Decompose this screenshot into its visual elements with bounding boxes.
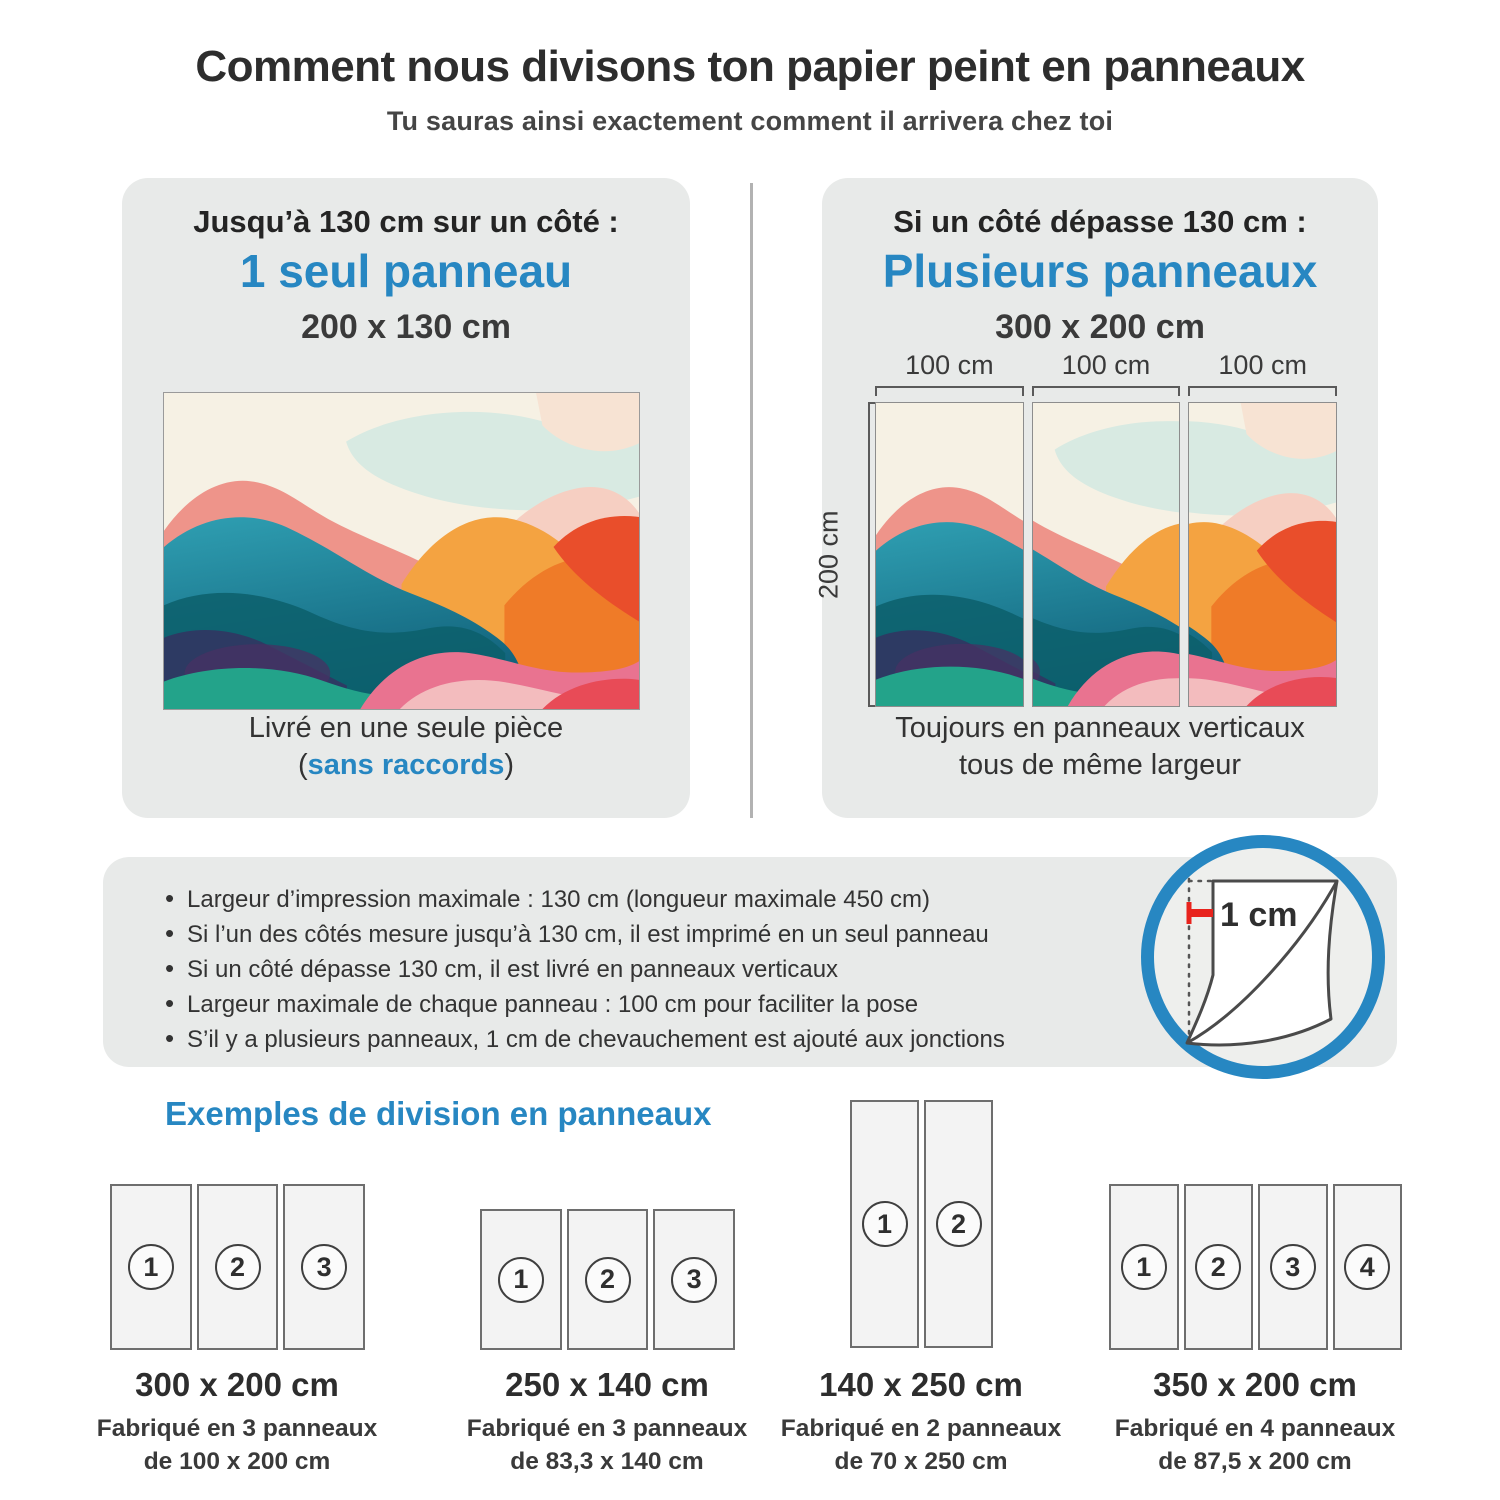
example-detail-line2: de 83,3 x 140 cm <box>510 1448 704 1475</box>
panel-number-badge: 3 <box>671 1256 718 1303</box>
page-curl-icon: 1 cm <box>1185 877 1341 1047</box>
example-detail-line1: Fabriqué en 2 panneaux <box>780 1415 1062 1442</box>
width-bracket <box>875 386 1024 396</box>
rule-item: Largeur maximale de chaque panneau : 100… <box>163 986 1127 1022</box>
example-detail: Fabriqué en 3 panneaux de 83,3 x 140 cm <box>437 1412 777 1478</box>
multi-panel-dimensions: 300 x 200 cm <box>995 308 1205 346</box>
panel-number-badge: 1 <box>497 1256 544 1303</box>
width-bracket <box>1188 386 1338 396</box>
paren-close: ) <box>504 749 514 781</box>
wallpaper-preview-single <box>163 392 640 710</box>
example-detail-line2: de 100 x 200 cm <box>143 1448 331 1475</box>
multi-panel-result: Plusieurs panneaux <box>882 245 1318 297</box>
width-label-1: 100 cm <box>905 350 994 380</box>
wall-panel-1 <box>875 402 1024 707</box>
example-caption-350x200: 350 x 200 cm Fabriqué en 4 panneaux de 8… <box>1085 1366 1425 1478</box>
page-subtitle: Tu sauras ainsi exactement comment il ar… <box>386 106 1114 136</box>
watercolor-artwork <box>1032 403 1180 706</box>
example-panel: 3 <box>283 1184 366 1350</box>
width-label-2: 100 cm <box>1061 350 1151 380</box>
rule-item: Largeur d’impression maximale : 130 cm (… <box>163 881 1127 917</box>
example-panel: 2 <box>1183 1184 1253 1350</box>
example-size: 300 x 200 cm <box>135 1366 339 1403</box>
watercolor-artwork <box>876 403 1023 706</box>
single-panel-note: Livré en une seule pièce (sans raccords) <box>122 710 690 784</box>
example-detail: Fabriqué en 3 panneaux de 100 x 200 cm <box>67 1412 407 1478</box>
example-detail-line2: de 87,5 x 200 cm <box>1158 1448 1352 1475</box>
paren-open: ( <box>297 749 308 781</box>
examples-heading: Exemples de division en panneaux <box>165 1095 712 1132</box>
overlap-label: 1 cm <box>1220 896 1298 934</box>
example-panel: 1 <box>110 1184 192 1350</box>
example-panel: 1 <box>850 1100 919 1348</box>
delivery-highlight: sans raccords <box>307 749 505 781</box>
note-line2: tous de même largeur <box>958 749 1242 781</box>
example-panels-140x250: 1 2 <box>850 1100 993 1348</box>
width-label-3: 100 cm <box>1218 350 1307 380</box>
example-panel: 3 <box>653 1209 736 1350</box>
example-size: 350 x 200 cm <box>1153 1366 1357 1403</box>
panel-height-label: 200 cm <box>813 510 844 599</box>
multi-panel-card: Si un côté dépasse 130 cm : Plusieurs pa… <box>814 178 1378 818</box>
example-detail-line1: Fabriqué en 4 panneaux <box>1114 1415 1396 1442</box>
panel-width-labels: 100 cm 100 cm 100 cm <box>875 350 1337 381</box>
page-title: Comment nous divisons ton papier peint e… <box>195 42 1305 91</box>
note-line1: Toujours en panneaux verticaux <box>895 712 1305 744</box>
example-size: 250 x 140 cm <box>505 1366 709 1403</box>
single-panel-card: Jusqu’à 130 cm sur un côté : 1 seul pann… <box>122 178 690 818</box>
width-measure-brackets <box>875 386 1338 396</box>
panel-number-badge: 1 <box>127 1244 174 1290</box>
example-detail-line2: de 70 x 250 cm <box>834 1448 1008 1475</box>
rule-item: S’il y a plusieurs panneaux, 1 cm de che… <box>163 1021 1127 1057</box>
watercolor-artwork <box>1189 403 1337 706</box>
example-panels-350x200: 1 2 3 4 <box>1109 1184 1402 1350</box>
panel-number-badge: 1 <box>861 1201 908 1247</box>
overlap-badge: 1 cm <box>1141 835 1385 1079</box>
example-panel: 1 <box>480 1209 562 1350</box>
delivery-line1: Livré en une seule pièce <box>248 712 564 744</box>
example-panels-250x140: 1 2 3 <box>480 1209 736 1350</box>
multi-panel-condition: Si un côté dépasse 130 cm : <box>893 204 1307 239</box>
example-detail-line1: Fabriqué en 3 panneaux <box>466 1415 748 1442</box>
example-detail: Fabriqué en 2 panneaux de 70 x 250 cm <box>751 1412 1091 1478</box>
panel-number-badge: 3 <box>301 1244 348 1290</box>
example-size: 140 x 250 cm <box>819 1366 1023 1403</box>
rules-list: Largeur d’impression maximale : 130 cm (… <box>103 857 1397 1057</box>
single-panel-dimensions: 200 x 130 cm <box>301 308 511 346</box>
wallpaper-preview-split <box>875 402 1338 707</box>
panel-number-badge: 3 <box>1269 1244 1316 1290</box>
panel-number-badge: 2 <box>584 1256 631 1303</box>
watercolor-artwork <box>164 393 639 709</box>
example-caption-250x140: 250 x 140 cm Fabriqué en 3 panneaux de 8… <box>437 1366 777 1478</box>
card-divider <box>750 183 753 818</box>
panel-number-badge: 4 <box>1344 1244 1391 1290</box>
example-panel: 1 <box>1109 1184 1179 1350</box>
multi-panel-note: Toujours en panneaux verticaux tous de m… <box>822 710 1378 784</box>
panel-number-badge: 1 <box>1120 1244 1167 1290</box>
example-panel: 2 <box>566 1209 649 1350</box>
example-panels-300x200: 1 2 3 <box>110 1184 366 1350</box>
height-measure-bracket <box>868 402 878 707</box>
example-caption-140x250: 140 x 250 cm Fabriqué en 2 panneaux de 7… <box>751 1366 1091 1478</box>
example-panel: 2 <box>196 1184 279 1350</box>
wall-panel-3 <box>1188 402 1338 707</box>
example-panel: 4 <box>1332 1184 1402 1350</box>
example-panel: 3 <box>1258 1184 1328 1350</box>
panel-number-badge: 2 <box>935 1201 982 1247</box>
rule-item: Si un côté dépasse 130 cm, il est livré … <box>163 951 1127 987</box>
rule-item: Si l’un des côtés mesure jusqu’à 130 cm,… <box>163 916 1127 952</box>
example-detail-line1: Fabriqué en 3 panneaux <box>96 1415 378 1442</box>
panel-number-badge: 2 <box>214 1244 261 1290</box>
example-detail: Fabriqué en 4 panneaux de 87,5 x 200 cm <box>1085 1412 1425 1478</box>
single-panel-result: 1 seul panneau <box>239 245 573 297</box>
panel-number-badge: 2 <box>1195 1244 1242 1290</box>
example-caption-300x200: 300 x 200 cm Fabriqué en 3 panneaux de 1… <box>67 1366 407 1478</box>
example-panel: 2 <box>924 1100 993 1348</box>
wall-panel-2 <box>1031 402 1181 707</box>
width-bracket <box>1031 386 1181 396</box>
single-panel-condition: Jusqu’à 130 cm sur un côté : <box>193 204 619 239</box>
